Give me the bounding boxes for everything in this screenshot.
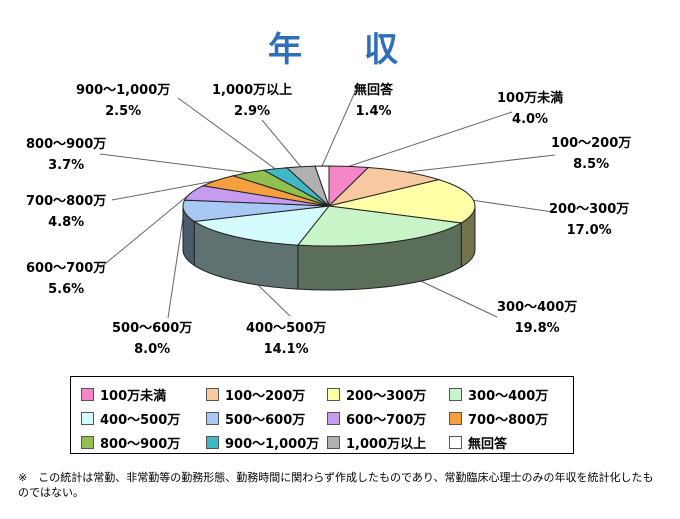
pie-slice	[314, 165, 330, 207]
legend-swatch	[206, 435, 219, 449]
pie-top	[182, 165, 476, 247]
callout-6m-7m: 600～700万 5.6%	[26, 261, 107, 297]
legend-item: 100～200万	[206, 382, 327, 406]
callout-4m-5m: 400～500万 14.1%	[246, 321, 327, 357]
leader-line	[111, 179, 217, 201]
leader-line	[406, 154, 556, 173]
callout-1m-2m: 100～200万 8.5%	[551, 136, 632, 172]
leader-line	[167, 210, 185, 319]
leader-line	[261, 119, 302, 168]
leader-line	[177, 97, 276, 170]
leader-line	[99, 192, 192, 269]
leader-line	[348, 111, 513, 167]
legend-swatch	[327, 387, 340, 401]
legend-item: 500～600万	[206, 406, 327, 430]
legend-item: 200～300万	[327, 382, 449, 406]
legend-swatch	[81, 435, 94, 449]
legend-swatch	[449, 411, 462, 425]
callout-9m-10m: 900～1,000万 2.5%	[76, 83, 171, 119]
pie-slice	[296, 205, 463, 247]
legend-item: 無回答	[449, 430, 579, 454]
pie-sides	[182, 205, 476, 291]
legend-item: 700～800万	[449, 406, 579, 430]
callout-no-answer: 無回答 1.4%	[354, 83, 394, 119]
legend-item: 400～500万	[81, 406, 206, 430]
chart-legend: 100万未満 100～200万 200～300万 300～400万 400～50…	[70, 376, 574, 454]
pie-slice	[328, 179, 476, 224]
legend-swatch	[206, 411, 219, 425]
leader-line	[473, 199, 554, 213]
legend-item: 800～900万	[81, 430, 206, 454]
pie-slice	[192, 205, 331, 246]
callout-2m-3m: 200～300万 17.0%	[549, 202, 630, 238]
chart-title: 年 収	[268, 30, 412, 70]
callout-over-10m: 1,000万以上 2.9%	[212, 83, 293, 119]
legend-swatch	[327, 435, 340, 449]
leader-line	[321, 91, 356, 167]
footnote: ※ この統計は常勤、非常勤等の勤務形態、勤務時間に関わらず作成したものであり、常…	[18, 471, 654, 499]
callout-8m-9m: 800～900万 3.7%	[26, 137, 107, 173]
callout-3m-4m: 300～400万 19.8%	[497, 300, 578, 336]
legend-swatch	[327, 411, 340, 425]
callout-under-1m: 100万未満 4.0%	[497, 91, 564, 127]
leader-lines	[99, 91, 556, 319]
callout-5m-6m: 500～600万 8.0%	[112, 321, 193, 357]
pie-slice	[327, 166, 441, 207]
leader-line	[99, 153, 248, 174]
legend-swatch	[81, 411, 94, 425]
legend-item: 600～700万	[327, 406, 449, 430]
legend-item: 100万未満	[81, 382, 206, 406]
legend-swatch	[449, 435, 462, 449]
legend-swatch	[449, 387, 462, 401]
legend-item: 900～1,000万	[206, 430, 327, 454]
legend-swatch	[206, 387, 219, 401]
legend-item: 300～400万	[449, 382, 579, 406]
legend-swatch	[81, 387, 94, 401]
legend-item: 1,000万以上	[327, 430, 449, 454]
callout-7m-8m: 700～800万 4.8%	[26, 194, 107, 230]
